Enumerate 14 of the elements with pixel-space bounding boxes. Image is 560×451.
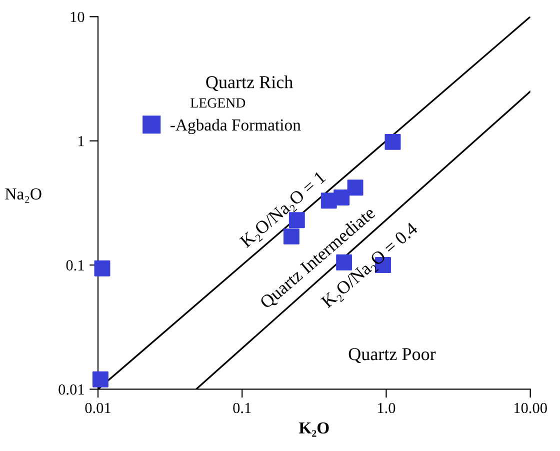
x-tick-label: 0.1 <box>233 402 251 414</box>
legend-label: -Agbada Formation <box>170 118 301 134</box>
y-tick-label: 0.01 <box>58 384 84 395</box>
annotation: Quartz Poor <box>348 348 436 363</box>
legend-title: LEGEND <box>190 98 246 108</box>
y-tick-label: 1 <box>78 136 84 146</box>
annotation: Quartz Rich <box>206 76 293 92</box>
x-axis-title: K₂O <box>298 422 329 437</box>
x-tick-label: 1.0 <box>378 402 396 414</box>
y-axis-title: Na₂O <box>5 188 42 203</box>
y-tick-label: 0.1 <box>66 260 84 271</box>
x-tick-label: 10.00 <box>514 402 547 414</box>
y-tick-label: 10 <box>70 12 84 22</box>
x-tick-label: 0.01 <box>85 402 110 414</box>
